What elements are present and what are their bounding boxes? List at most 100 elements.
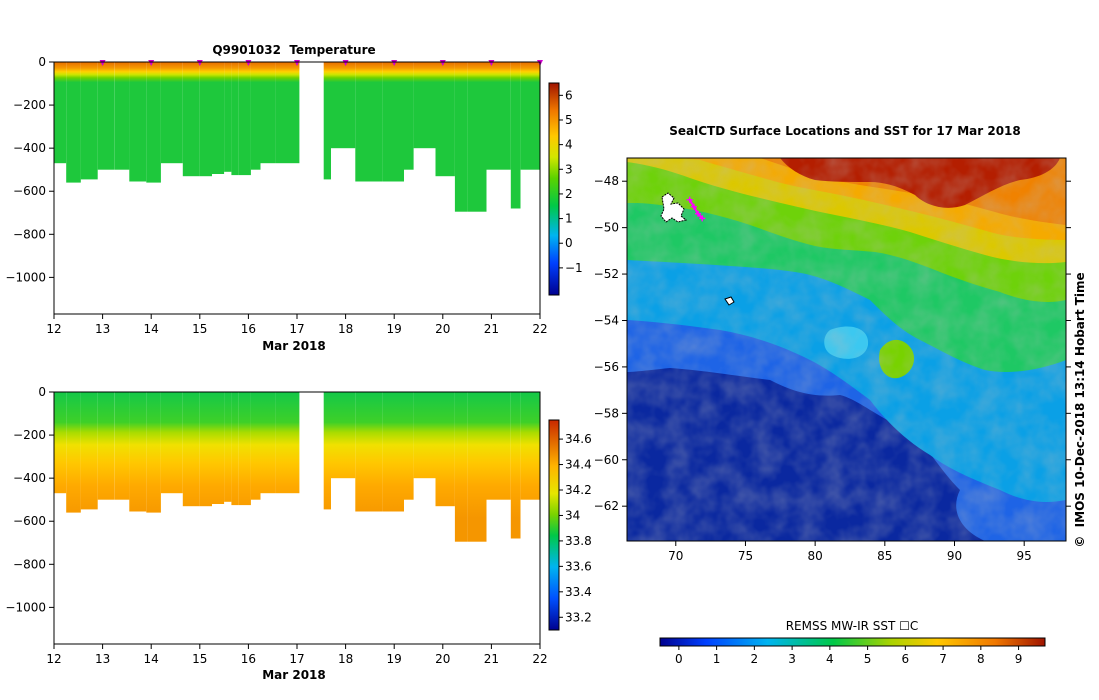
y-tick-label: −400	[13, 471, 46, 485]
profile-column	[435, 392, 455, 507]
profile-column	[231, 392, 239, 506]
sst-colorbar-tick-label: 4	[826, 652, 834, 666]
y-tick-label: −400	[13, 141, 46, 155]
profile-column	[97, 62, 115, 170]
profile-column	[182, 62, 200, 177]
map-longitude-axis: 70 75 80 85 90 95	[668, 541, 1032, 563]
profile-column	[250, 392, 261, 500]
colorbar-tick-label: 33.8	[565, 534, 592, 548]
x-tick-label: 21	[484, 322, 499, 336]
sst-map-title: SealCTD Surface Locations and SST for 17…	[669, 124, 1021, 138]
temperature-title: Q9901032 Temperature	[212, 43, 375, 57]
profile-column	[467, 392, 487, 542]
colorbar-tick-label: 34.4	[565, 458, 592, 472]
colorbar-tick-label: −1	[565, 261, 583, 275]
profile-column	[66, 392, 81, 513]
profile-column	[224, 392, 232, 502]
profile-column	[66, 62, 81, 183]
sst-colorbar-tick-label: 0	[675, 652, 683, 666]
sst-colorbar	[659, 637, 1046, 647]
colorbar-tick-label: 3	[565, 162, 573, 176]
profile-column	[413, 62, 436, 149]
profile-column	[224, 62, 232, 172]
profile-column	[467, 62, 487, 212]
profile-column	[382, 62, 404, 182]
y-tick-label: −200	[13, 428, 46, 442]
y-tick-label: 0	[38, 385, 46, 399]
profile-column	[510, 62, 521, 209]
sst-colorbar-tick-label: 5	[864, 652, 872, 666]
profile-column	[238, 392, 251, 506]
profile-column	[129, 392, 147, 512]
x-tick-label: 18	[338, 322, 353, 336]
kerguelen-islands	[660, 192, 688, 223]
seal-location-marker	[686, 196, 693, 203]
lon-tick-label: 75	[738, 549, 753, 563]
colorbar-tick-label: 34.2	[565, 483, 592, 497]
seal-location-marker	[690, 203, 697, 210]
profile-column	[454, 62, 467, 212]
x-tick-label: 13	[95, 322, 110, 336]
y-tick-label: −1000	[5, 600, 46, 614]
lat-tick-label: −50	[594, 221, 619, 235]
x-tick-label: 17	[289, 652, 304, 666]
profile-column	[486, 392, 511, 500]
profile-column	[403, 62, 414, 170]
sst-colorbar-tick-label: 7	[939, 652, 947, 666]
profile-column	[355, 62, 382, 182]
colorbar-tick-label: 34.6	[565, 432, 592, 446]
x-tick-label: 16	[241, 652, 256, 666]
colorbar-tick-label: 2	[565, 187, 573, 201]
profile-column	[80, 392, 98, 510]
profile-column	[231, 62, 239, 176]
profile-column	[510, 392, 521, 539]
profile-column	[129, 62, 147, 182]
profile-column	[238, 62, 251, 176]
y-tick-label: −800	[13, 227, 46, 241]
colorbar-tick-label: 33.4	[565, 585, 592, 599]
profile-column	[199, 62, 212, 177]
x-tick-label: 19	[387, 322, 402, 336]
y-tick-label: −200	[13, 98, 46, 112]
colorbar-tick-label: 33.6	[565, 559, 592, 573]
profile-column	[323, 62, 331, 180]
profile-column	[146, 62, 161, 183]
profile-column	[54, 62, 67, 164]
profile-column	[114, 62, 130, 170]
profile-column	[250, 62, 261, 170]
seal-location-marker	[695, 210, 702, 217]
profile-column	[355, 392, 382, 512]
lat-tick-label: −56	[594, 360, 619, 374]
profile-column	[212, 62, 225, 174]
sst-colorbar-label: REMSS MW-IR SST ☐C	[786, 619, 919, 633]
sst-colorbar-tick-label: 1	[713, 652, 721, 666]
profile-column	[275, 392, 300, 494]
sst-colorbar-tick-label: 2	[751, 652, 759, 666]
profile-column	[260, 392, 276, 494]
temperature-colorbar	[548, 82, 560, 296]
temperature-colorbar-ticks: 6 5 4 3 2 1 0 −1	[559, 88, 583, 275]
temperature-panel: Q9901032 Temperature 12 13 14 15 16 17 18 19 20 2…	[5, 43, 582, 353]
profile-column	[199, 392, 212, 507]
sst-colorbar-ticks: 0 1 2 3 4 5 6 7 8 9	[675, 646, 1022, 666]
lon-tick-label: 80	[808, 549, 823, 563]
profile-column	[160, 392, 183, 494]
heard-island	[724, 296, 735, 306]
x-tick-label: 12	[46, 322, 61, 336]
profile-column	[331, 392, 356, 479]
x-tick-label: 19	[387, 652, 402, 666]
profile-column	[160, 62, 183, 164]
temperature-x-label: Mar 2018	[262, 339, 326, 353]
profile-column	[323, 392, 331, 510]
profile-column	[520, 62, 540, 170]
colorbar-tick-label: 0	[565, 236, 573, 250]
profile-column	[331, 62, 356, 149]
x-tick-label: 21	[484, 652, 499, 666]
sst-colorbar-tick-label: 3	[788, 652, 796, 666]
x-tick-label: 20	[435, 652, 450, 666]
temperature-profiles	[54, 62, 540, 212]
y-tick-label: 0	[38, 55, 46, 69]
x-tick-label: 20	[435, 322, 450, 336]
y-tick-label: −800	[13, 557, 46, 571]
profile-column	[275, 62, 300, 164]
